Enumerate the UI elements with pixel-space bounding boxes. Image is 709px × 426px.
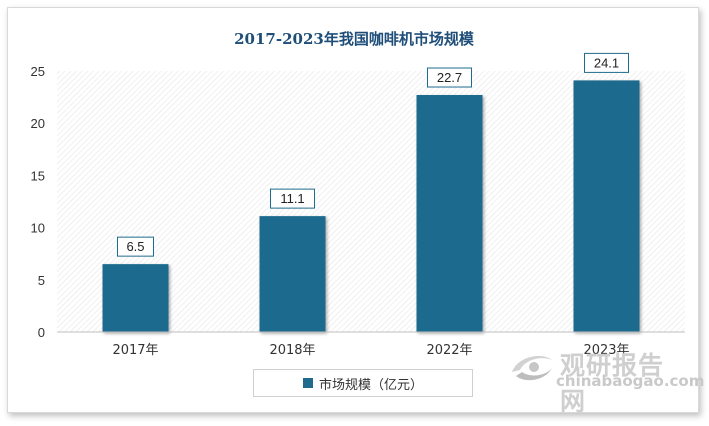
bar: [573, 80, 640, 332]
data-label-box: [427, 67, 472, 88]
watermark-name: 观研报告网: [560, 351, 665, 416]
watermark-url: chinabaogao.com: [556, 372, 705, 390]
chart-title: 2017-2023年我国咖啡机市场规模: [234, 30, 475, 48]
watermark: 观研报告网 chinabaogao.com: [508, 348, 704, 416]
data-label-box: [584, 52, 629, 73]
x-tick-label: 2017年: [112, 343, 158, 358]
legend-label: 市场规模（亿元）: [318, 377, 423, 393]
data-label-box: [117, 236, 154, 257]
data-label: 11.1: [280, 191, 304, 206]
y-tick-label: 5: [38, 273, 45, 288]
y-tick-label: 20: [31, 116, 45, 131]
y-tick-label: 10: [31, 221, 45, 236]
x-tick-label: 2023年: [583, 343, 629, 358]
swirl-logo-icon: [512, 356, 552, 381]
data-label-box: [270, 188, 315, 209]
bar: [416, 95, 483, 333]
y-tick-label: 25: [31, 64, 45, 79]
bar: [102, 264, 169, 332]
data-label: 22.7: [437, 70, 462, 85]
legend: 市场规模（亿元）: [253, 369, 473, 397]
y-tick-label: 0: [38, 325, 45, 340]
bar: [259, 216, 326, 332]
x-tick-label: 2018年: [269, 343, 315, 358]
legend-swatch: [302, 378, 313, 388]
data-label: 6.5: [126, 239, 144, 254]
x-tick-label: 2022年: [426, 343, 472, 358]
y-tick-label: 15: [31, 168, 45, 183]
data-label: 24.1: [594, 55, 619, 70]
